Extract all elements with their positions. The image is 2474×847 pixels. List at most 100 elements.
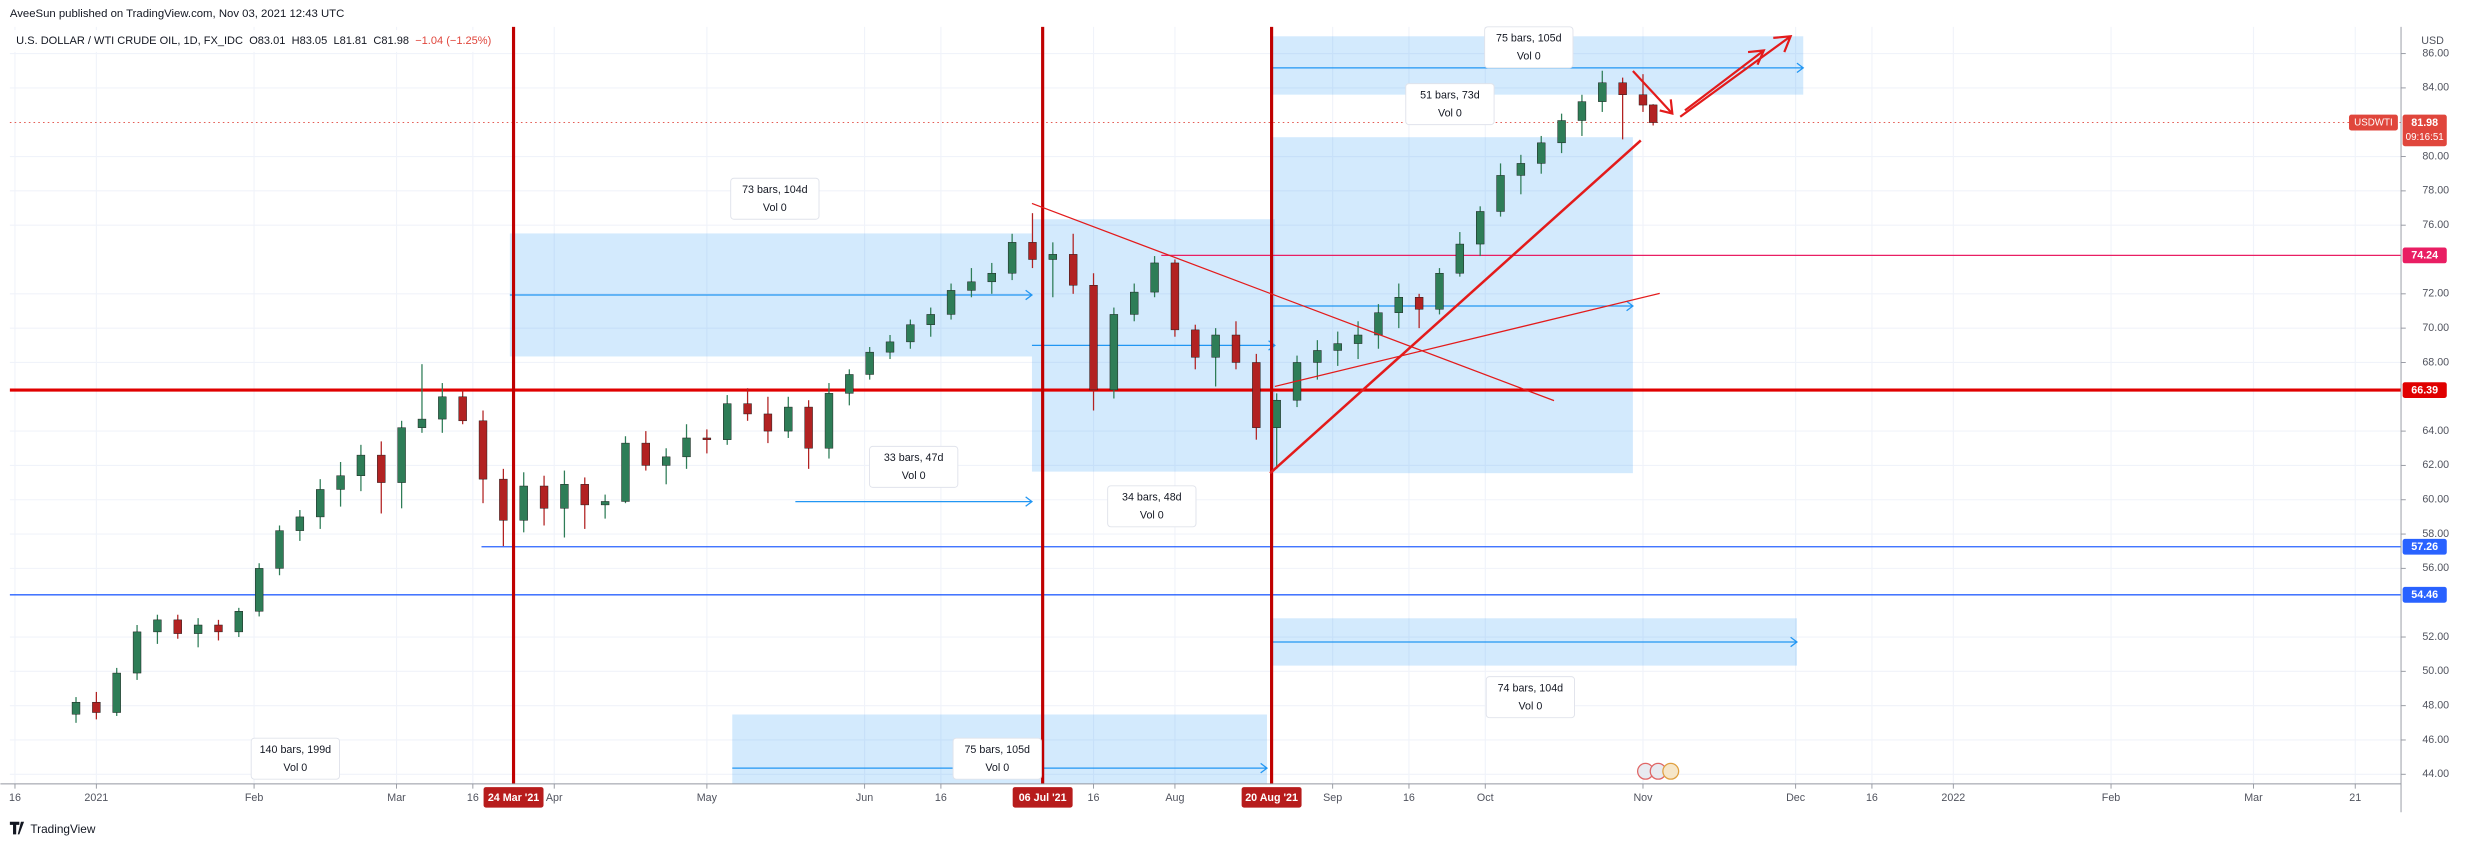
arrow [1632,70,1674,116]
candle-body [519,485,528,521]
candle-body [1353,334,1363,344]
candle-body [946,290,956,315]
candle-body [1170,262,1180,331]
x-tick-label: Feb [245,792,264,804]
y-tick-label: 60.00 [2422,494,2449,506]
range-volume: Vol 0 [1140,510,1164,522]
x-tick-label: 2022 [1941,792,1965,804]
range-label: 51 bars, 73d [1420,89,1480,101]
range-label: 74 bars, 104d [1498,682,1564,694]
candle-body [1089,285,1098,391]
range-volume: Vol 0 [283,762,307,774]
candle-body [702,437,712,440]
candle-body [1191,329,1200,358]
candle-body [926,314,935,325]
y-tick-label: 58.00 [2422,528,2449,540]
candle-body [743,403,752,415]
legend-open: O83.01 [249,35,285,47]
date-marker-bg [483,787,544,808]
legend-low: L81.81 [333,35,367,47]
range-label-box [1484,26,1574,69]
candle-body [1130,291,1139,315]
x-tick-label: May [697,792,718,804]
candle-body [193,624,203,634]
y-tick-label: 78.00 [2422,185,2449,197]
legend-change: −1.04 (−1.25%) [415,35,491,47]
x-tick-label: Feb [2102,792,2121,804]
range-arrows [509,62,1805,774]
candle-body [71,701,81,715]
candle-body [641,442,651,466]
candle-body [560,484,569,509]
countdown-label: 09:16:51 [2406,132,2444,143]
flag-icon-part [1662,762,1680,780]
candle-body [417,418,427,428]
date-marker-bg [1012,787,1073,808]
x-tick-label: 2021 [84,792,108,804]
range-label-box [1107,485,1197,528]
candle-body [723,403,732,440]
candle-body [295,516,305,531]
candle-body [580,484,589,506]
range-label-box [250,737,341,780]
price-label: 74.24 [2411,250,2438,262]
candle-body [1231,334,1241,363]
x-tick-label: Jun [856,792,873,804]
x-tick-label: Mar [387,792,406,804]
legend-high: H83.05 [292,35,328,47]
range-label-box [1405,83,1495,126]
x-tick-label: 16 [1088,792,1100,804]
flag-icon [1636,762,1680,780]
candle-body [1537,142,1546,164]
trend-line [1031,202,1555,402]
price-label-bg [2402,247,2447,264]
y-tick-label: 84.00 [2422,82,2449,94]
symbol-label: USDWTI [2354,118,2393,129]
y-tick-label: 50.00 [2422,665,2449,677]
candle-body [1598,82,1607,102]
x-tick-label: Oct [1477,792,1494,804]
candle-body [1476,211,1485,245]
symbol-label-bg [2348,114,2398,131]
range-label-box [730,177,820,220]
candle-body [1109,314,1119,391]
range-label-box [952,737,1042,780]
brand: TradingView [30,822,95,836]
candle-body [458,396,467,422]
candle-body [1618,82,1627,96]
range-volume: Vol 0 [1517,51,1541,63]
range-label: 75 bars, 105d [964,744,1030,756]
candle-body [1252,362,1261,428]
grid [9,26,2402,784]
y-tick-label: 68.00 [2422,356,2449,368]
price-label-bg [2402,586,2447,603]
last-price-bg [2402,114,2447,147]
y-tick-label: 46.00 [2422,734,2449,746]
candle-body [784,406,793,432]
arrow [1679,35,1793,118]
trend-lines [1031,35,1793,475]
candle-body [967,281,976,291]
y-tick-label: 72.00 [2422,288,2449,300]
candle-body [1577,101,1587,121]
candle-body [1435,272,1444,310]
candle-body [1414,297,1424,310]
range-labels: 73 bars, 104d Vol 0 34 bars, 48d Vol 0 51 ba… [250,26,1576,780]
last-price-label: 81.98 [2411,117,2438,129]
candle-body [478,420,488,480]
candle-body [377,454,386,483]
range-label: 140 bars, 199d [260,744,332,756]
candle-body [845,374,854,394]
candle-body [112,672,121,713]
candle-body [1150,262,1159,293]
currency-label: USD [2421,35,2444,47]
candle-body [92,701,101,713]
range-volume: Vol 0 [985,762,1009,774]
y-tick-label: 76.00 [2422,219,2449,231]
candle-body [1455,243,1465,274]
candle-body [1648,104,1658,123]
candle-body [906,324,915,343]
symbol-name: U.S. DOLLAR / WTI CRUDE OIL, 1D, FX_IDC [16,35,243,47]
